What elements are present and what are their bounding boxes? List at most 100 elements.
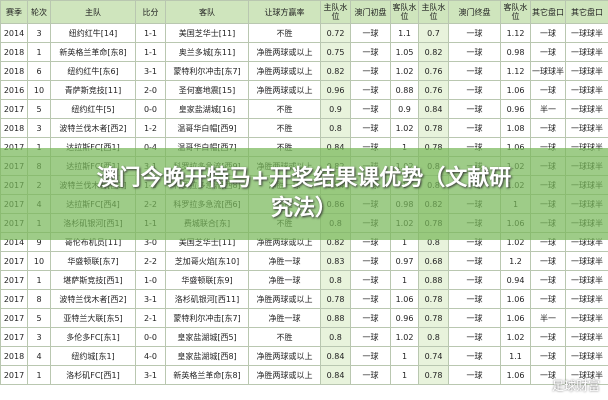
table-cell: 2017	[0, 251, 28, 271]
table-cell: 一球	[448, 289, 501, 309]
table-cell: 2014	[0, 23, 28, 43]
table-row: 2017 8 波特兰伐木者[西2] 3-1 洛杉矶银河[西11] 净胜两球或以上 0.78 一…	[0, 289, 608, 309]
table-cell: 一球	[350, 251, 391, 271]
table-cell: 温哥华白帽[西9]	[165, 118, 249, 138]
table-cell: 一球球半	[565, 118, 608, 138]
table-row: 2018 6 纽约红牛[东6] 3-1 蒙特利尔冲击[东7] 净胜两球或以上 0.82 一球 1…	[0, 61, 608, 81]
table-cell: 一球球半	[565, 80, 608, 100]
table-cell: 2017	[0, 99, 28, 119]
table-cell: 一球	[448, 346, 501, 366]
table-cell: 1-1	[135, 42, 166, 62]
table-cell: 纽约城[东1]	[50, 346, 136, 366]
table-cell: 1	[27, 42, 51, 62]
table-cell: 纽约红牛[东6]	[50, 61, 136, 81]
table-cell: 蒙特利尔冲击[东7]	[165, 61, 249, 81]
table-cell: 6	[27, 61, 51, 81]
table-cell: 1.02	[500, 327, 531, 347]
table-cell: 一球	[350, 308, 391, 328]
table-cell: 0.78	[418, 308, 449, 328]
header-cell: 赛季	[0, 0, 28, 24]
header-cell: 客队水位	[500, 0, 531, 24]
table-cell: 净胜一球	[248, 270, 321, 290]
table-cell: 1.02	[390, 61, 419, 81]
table-cell: 皇家盐湖城[16]	[165, 99, 249, 119]
table-cell: 洛杉矶FC[西1]	[50, 365, 136, 385]
table-cell: 奥兰多城[东11]	[165, 42, 249, 62]
table-cell: 3-1	[135, 289, 166, 309]
table-cell: 一球球半	[565, 99, 608, 119]
table-cell: 1.06	[500, 289, 531, 309]
table-cell: 1	[390, 365, 419, 385]
table-cell: 一球	[448, 251, 501, 271]
table-cell: 0.88	[418, 270, 449, 290]
table-cell: 0.84	[418, 99, 449, 119]
table-cell: 半一	[530, 99, 566, 119]
table-cell: 一球	[350, 23, 391, 43]
table-cell: 0.78	[418, 365, 449, 385]
table-cell: 波特兰伐木者[西2]	[50, 118, 136, 138]
table-cell: 一球	[448, 270, 501, 290]
banner: 澳门今晚开特马+开奖结果课优势（文献研究法）	[0, 148, 608, 240]
table-cell: 0.78	[320, 289, 351, 309]
table-cell: 0-0	[135, 327, 166, 347]
table-cell: 0.84	[320, 346, 351, 366]
table-cell: 1.1	[390, 23, 419, 43]
table-cell: 1-2	[135, 118, 166, 138]
table-row: 2018 1 新英格兰革命[东8] 1-1 奥兰多城[东11] 净胜两球或以上 0.75 一球…	[0, 42, 608, 62]
table-cell: 3	[27, 118, 51, 138]
table-cell: 3-1	[135, 61, 166, 81]
table-cell: 1-1	[135, 23, 166, 43]
table-cell: 一球	[530, 80, 566, 100]
table-cell: 1.08	[500, 118, 531, 138]
table-cell: 一球	[530, 270, 566, 290]
table-cell: 10	[27, 251, 51, 271]
table-cell: 新英格兰革命[东8]	[165, 365, 249, 385]
table-cell: 净胜两球或以上	[248, 42, 321, 62]
table-cell: 2018	[0, 118, 28, 138]
table-row: 2017 5 纽约红牛[5] 0-0 皇家盐湖城[16] 不胜 0.9 一球 0.9 0.84 一球…	[0, 99, 608, 119]
table-cell: 0.82	[320, 61, 351, 81]
table-row: 2017 1 洛杉矶FC[西1] 3-1 新英格兰革命[东8] 净胜两球或以上 0.84 一球…	[0, 365, 608, 385]
table-cell: 多伦多FC[东1]	[50, 327, 136, 347]
table-cell: 1.06	[500, 308, 531, 328]
header-cell: 轮次	[27, 0, 51, 24]
table-cell: 0.83	[320, 251, 351, 271]
table-cell: 0.9	[390, 99, 419, 119]
table-cell: 2017	[0, 365, 28, 385]
table-cell: 一球	[350, 42, 391, 62]
header-cell: 主队水位	[320, 0, 351, 24]
table-cell: 净胜两球或以上	[248, 61, 321, 81]
table-cell: 一球球半	[565, 365, 608, 385]
table-cell: 2-2	[135, 251, 166, 271]
table-cell: 0-0	[135, 99, 166, 119]
table-cell: 0.94	[500, 270, 531, 290]
table-cell: 1	[27, 270, 51, 290]
table-cell: 3	[27, 327, 51, 347]
table-cell: 一球	[350, 99, 391, 119]
table-row: 2017 3 多伦多FC[东1] 0-0 皇家盐湖城[西5] 不胜 0.8 一球 1.02 0.8…	[0, 327, 608, 347]
table-cell: 堪萨斯竞技[西1]	[50, 270, 136, 290]
table-cell: 皇家盐湖城[西8]	[165, 346, 249, 366]
table-cell: 2017	[0, 289, 28, 309]
table-cell: 一球球半	[565, 327, 608, 347]
table-cell: 净胜两球或以上	[248, 289, 321, 309]
table-cell: 一球球半	[530, 61, 566, 81]
table-cell: 0.88	[320, 308, 351, 328]
table-cell: 10	[27, 80, 51, 100]
table-cell: 一球	[350, 270, 391, 290]
header-cell: 澳门终盘	[448, 0, 501, 24]
table-cell: 1.06	[500, 80, 531, 100]
table-cell: 一球球半	[565, 346, 608, 366]
table-cell: 2017	[0, 327, 28, 347]
table-cell: 一球	[448, 118, 501, 138]
header-cell: 客队	[165, 0, 249, 24]
table-cell: 一球球半	[565, 289, 608, 309]
table-cell: 0.8	[320, 327, 351, 347]
table-cell: 一球	[530, 42, 566, 62]
table-cell: 2-1	[135, 308, 166, 328]
table-cell: 0.96	[320, 80, 351, 100]
table-cell: 一球	[448, 80, 501, 100]
header-cell: 比分	[135, 0, 166, 24]
table-cell: 一球	[530, 346, 566, 366]
